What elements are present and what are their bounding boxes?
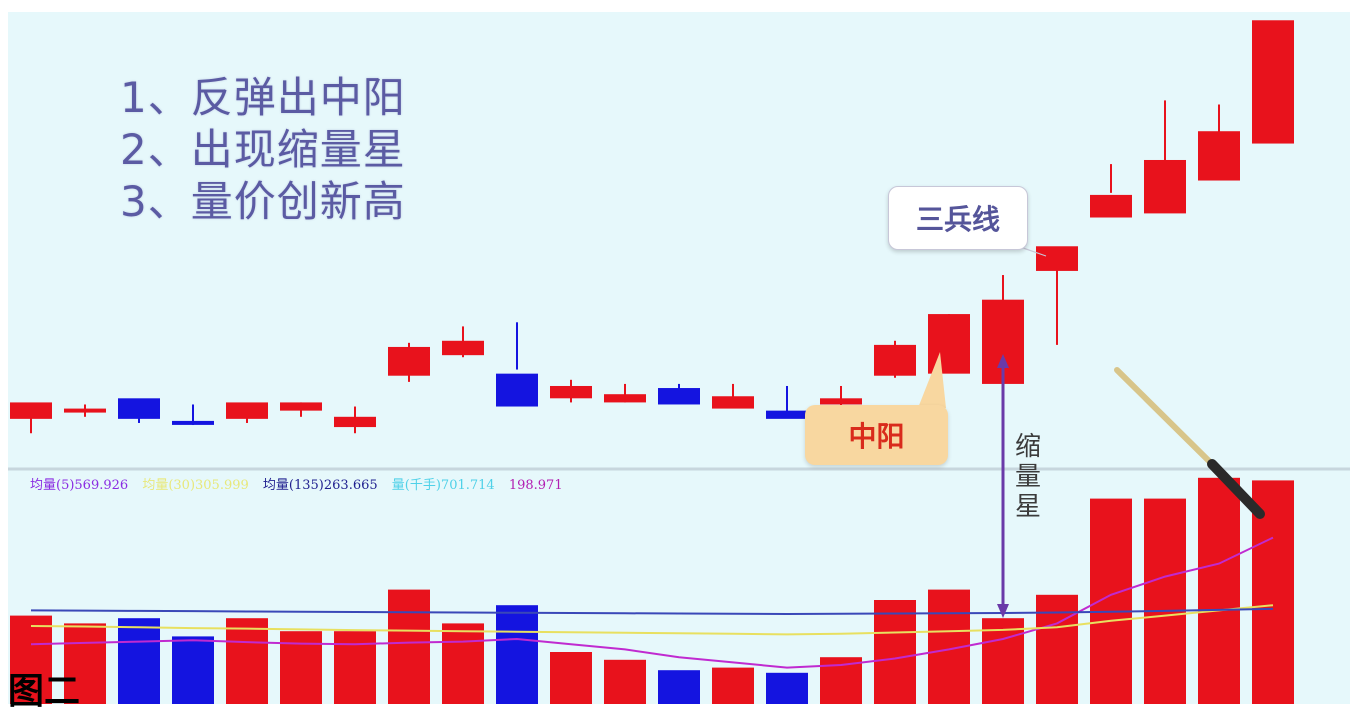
- candle-body: [550, 385, 592, 399]
- ma135-line: [30, 607, 1274, 616]
- candle-body: [1252, 20, 1294, 144]
- volume-bar: [226, 618, 268, 704]
- callout-zhongyang: 中阳: [805, 405, 948, 465]
- volume-bar: [442, 623, 484, 704]
- candle-body: [1198, 131, 1240, 181]
- note-3: 3、量价创新高: [120, 177, 406, 226]
- candle-body: [1036, 246, 1078, 271]
- volume-bar: [550, 652, 592, 704]
- candle-body: [658, 388, 700, 405]
- volume-bar: [388, 589, 430, 704]
- volume-bar: [712, 667, 754, 704]
- legend-value: 198.971: [508, 478, 563, 493]
- volume-bar: [1198, 477, 1240, 704]
- volume-bar: [766, 672, 808, 704]
- volume-bar: [496, 605, 538, 704]
- legend-ma30: 均量(30)305.999: [142, 478, 249, 493]
- volume-bar: [64, 623, 106, 704]
- candle-body: [118, 398, 160, 419]
- vertical-label-char-2: 量: [1014, 462, 1041, 492]
- volume-bar: [172, 636, 214, 704]
- pen-grip: [1207, 459, 1265, 519]
- ma30-line: [30, 604, 1274, 636]
- volume-bar: [658, 670, 700, 704]
- candle-body: [496, 373, 538, 407]
- volume-bar: [118, 618, 160, 704]
- candle-body: [1090, 194, 1132, 218]
- candle-body: [388, 346, 430, 376]
- candle-body: [604, 394, 646, 403]
- vertical-label-char-1: 缩: [1014, 432, 1041, 462]
- vertical-label-char-3: 星: [1014, 492, 1041, 522]
- legend-ma135: 均量(135)263.665: [262, 478, 378, 493]
- candle-body: [334, 416, 376, 428]
- candle-body: [928, 314, 970, 374]
- shrink-arrow-head-up: [997, 354, 1009, 368]
- volume-bar: [604, 659, 646, 704]
- vertical-label: 缩 量 星: [1013, 432, 1043, 522]
- candle-body: [712, 396, 754, 409]
- candle-body: [766, 410, 808, 419]
- candle-body: [226, 402, 268, 419]
- note-1: 1、反弹出中阳: [120, 73, 406, 122]
- volume-bar: [1036, 594, 1078, 704]
- ma5-line: [30, 536, 1274, 669]
- candle-body: [64, 408, 106, 413]
- candle-body: [10, 402, 52, 419]
- callout-sanbing: 三兵线: [888, 186, 1028, 250]
- legend-ma5: 均量(5)569.926: [30, 478, 129, 493]
- volume-bar: [1144, 498, 1186, 704]
- candle-body: [874, 344, 916, 376]
- shrink-arrow-head-down: [997, 604, 1009, 618]
- pen-shaft: [1114, 367, 1215, 467]
- candle-body: [442, 340, 484, 356]
- volume-bar: [874, 600, 916, 704]
- candle-body: [820, 398, 862, 405]
- volume-bar: [280, 631, 322, 704]
- legend-volume: 量(千手)701.714: [391, 478, 495, 493]
- volume-bar: [982, 618, 1024, 704]
- volume-bar: [1090, 498, 1132, 704]
- zhongyang-pointer: [918, 352, 946, 408]
- volume-bar: [10, 615, 52, 704]
- notes-block: 1、反弹出中阳 2、出现缩量星 3、量价创新高: [120, 72, 406, 228]
- figure-caption: 图二: [8, 671, 81, 709]
- volume-bar: [334, 631, 376, 704]
- note-2: 2、出现缩量星: [120, 125, 406, 174]
- candle-body: [172, 420, 214, 425]
- candle-body: [1144, 159, 1186, 214]
- volume-legend: 均量(5)569.926 均量(30)305.999 均量(135)263.66…: [30, 474, 573, 493]
- candle-body: [280, 402, 322, 411]
